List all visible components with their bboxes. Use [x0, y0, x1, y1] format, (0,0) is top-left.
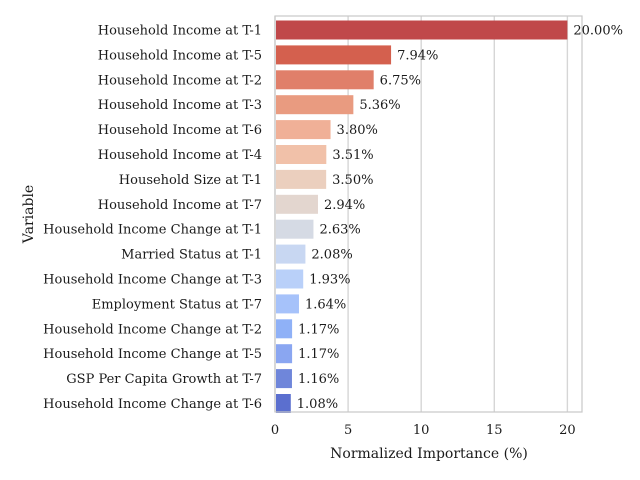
bar — [276, 319, 293, 339]
value-label: 6.75% — [380, 73, 421, 88]
value-label: 2.94% — [324, 198, 365, 213]
bar — [276, 45, 392, 65]
x-axis-label: Normalized Importance (%) — [330, 446, 528, 462]
bar — [276, 70, 374, 90]
bar — [276, 244, 306, 264]
category-label: Household Income Change at T-3 — [43, 273, 262, 288]
bar — [276, 169, 327, 189]
bar — [276, 194, 318, 214]
value-label: 1.08% — [297, 397, 338, 412]
category-label: Household Income at T-3 — [98, 98, 262, 113]
value-label: 1.64% — [305, 297, 346, 312]
category-label: Household Size at T-1 — [119, 173, 262, 188]
value-label: 1.17% — [298, 347, 339, 362]
x-tick-label: 5 — [344, 423, 352, 438]
bar — [276, 369, 292, 389]
category-label: Employment Status at T-7 — [92, 297, 262, 312]
value-label: 3.80% — [337, 123, 378, 138]
value-label: 1.16% — [298, 372, 339, 387]
bar — [276, 95, 354, 115]
category-label: Household Income Change at T-1 — [43, 223, 262, 238]
value-label: 5.36% — [359, 98, 400, 113]
bars — [276, 20, 568, 413]
category-label: Household Income at T-4 — [98, 148, 262, 163]
value-label: 3.51% — [332, 148, 373, 163]
bar — [276, 219, 314, 239]
value-label: 3.50% — [332, 173, 373, 188]
value-label: 1.93% — [309, 273, 350, 288]
bar — [276, 20, 568, 40]
value-label: 1.17% — [298, 322, 339, 337]
category-label: Household Income Change at T-5 — [43, 347, 262, 362]
bar — [276, 120, 331, 140]
bar — [276, 344, 293, 364]
bar — [276, 394, 291, 413]
value-label: 7.94% — [397, 48, 438, 63]
value-label: 2.08% — [311, 248, 352, 263]
x-tick-label: 0 — [271, 423, 279, 438]
category-label: Household Income at T-2 — [98, 73, 262, 88]
x-tick-label: 20 — [559, 423, 576, 438]
bar — [276, 294, 299, 314]
plot-frame — [274, 15, 583, 413]
x-tick-label: 10 — [413, 423, 430, 438]
category-label: GSP Per Capita Growth at T-7 — [66, 372, 262, 387]
category-label: Household Income Change at T-2 — [43, 322, 262, 337]
value-label: 20.00% — [573, 24, 623, 39]
category-label: Household Income at T-6 — [98, 123, 262, 138]
category-label: Household Income Change at T-6 — [43, 397, 262, 412]
x-tick-labels: 0 5 10 15 20 — [271, 423, 576, 438]
category-label: Household Income at T-7 — [98, 198, 262, 213]
y-axis-label: Variable — [21, 185, 37, 244]
value-label: 2.63% — [319, 223, 360, 238]
bar — [276, 145, 327, 164]
category-label: Married Status at T-1 — [121, 248, 262, 263]
bar — [276, 269, 304, 289]
category-label: Household Income at T-1 — [98, 24, 262, 39]
x-tick-label: 15 — [486, 423, 503, 438]
category-labels: Household Income at T-1 Household Income … — [43, 24, 262, 413]
value-labels: 20.00% 7.94% 6.75% 5.36% 3.80% 3.51% 3.50% 2.94… — [297, 24, 623, 413]
category-label: Household Income at T-5 — [98, 48, 262, 63]
